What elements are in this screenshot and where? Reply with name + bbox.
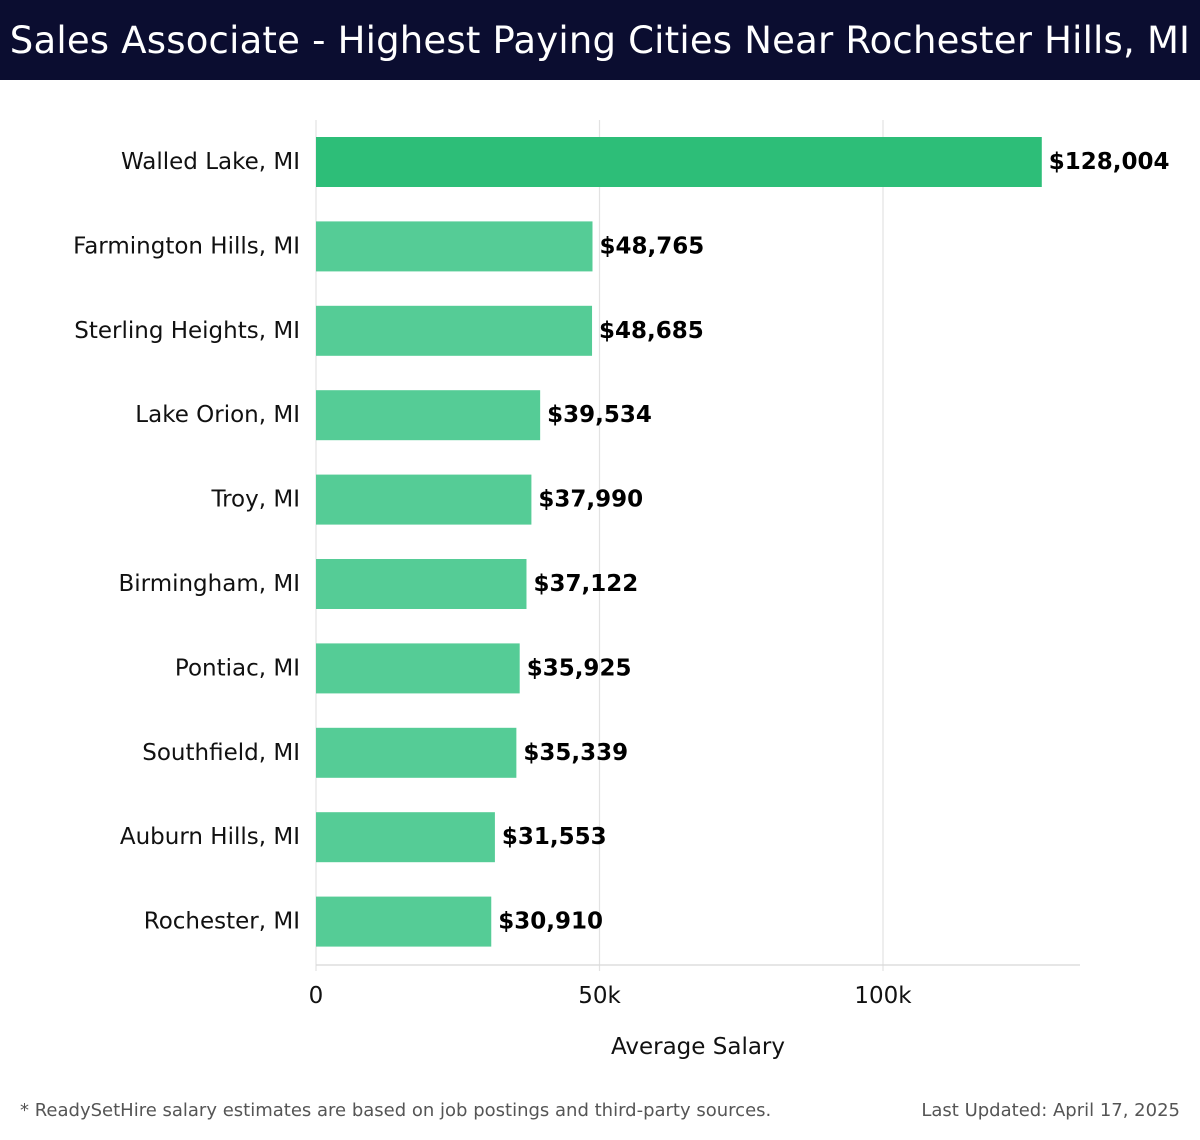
bar [316,305,593,356]
data-label: $37,990 [538,487,643,513]
category-label: Lake Orion, MI [135,402,300,428]
bar [316,137,1042,187]
bar [316,221,593,272]
bar [316,896,492,947]
category-label: Southfield, MI [142,740,300,766]
chart-header: Sales Associate - Highest Paying Cities … [0,0,1200,80]
category-label: Birmingham, MI [118,571,300,597]
last-updated: Last Updated: April 17, 2025 [921,1100,1180,1121]
bar [316,559,527,609]
data-label: $48,765 [599,233,704,259]
category-label: Auburn Hills, MI [120,824,300,850]
category-label: Sterling Heights, MI [74,318,300,344]
x-tick-label: 100k [854,983,912,1009]
category-label: Walled Lake, MI [121,149,300,175]
bar [316,390,541,441]
labels: Walled Lake, MI $128,004 Farmington Hills,… [73,149,1169,1060]
chart-title: Sales Associate - Highest Paying Cities … [9,18,1191,62]
footer-note: * ReadySetHire salary estimates are base… [20,1100,772,1121]
bar [316,643,520,694]
data-label: $128,004 [1049,149,1170,175]
data-label: $31,553 [502,824,607,850]
data-label: $30,910 [498,909,603,935]
bars [316,137,1042,947]
x-axis-title: Average Salary [611,1034,785,1060]
category-label: Troy, MI [210,487,300,513]
x-tick-label: 50k [578,983,621,1009]
bar [316,727,517,778]
bar [316,474,532,525]
data-label: $35,925 [527,655,632,681]
x-tick-label: 0 [309,983,324,1009]
data-label: $39,534 [547,402,652,428]
bar [316,812,495,863]
data-label: $37,122 [533,571,638,597]
category-label: Rochester, MI [144,909,300,935]
category-label: Pontiac, MI [175,655,300,681]
data-label: $48,685 [599,318,704,344]
category-label: Farmington Hills, MI [73,233,300,259]
bar-chart: Walled Lake, MI $128,004 Farmington Hills,… [73,120,1170,1060]
data-label: $35,339 [523,740,628,766]
